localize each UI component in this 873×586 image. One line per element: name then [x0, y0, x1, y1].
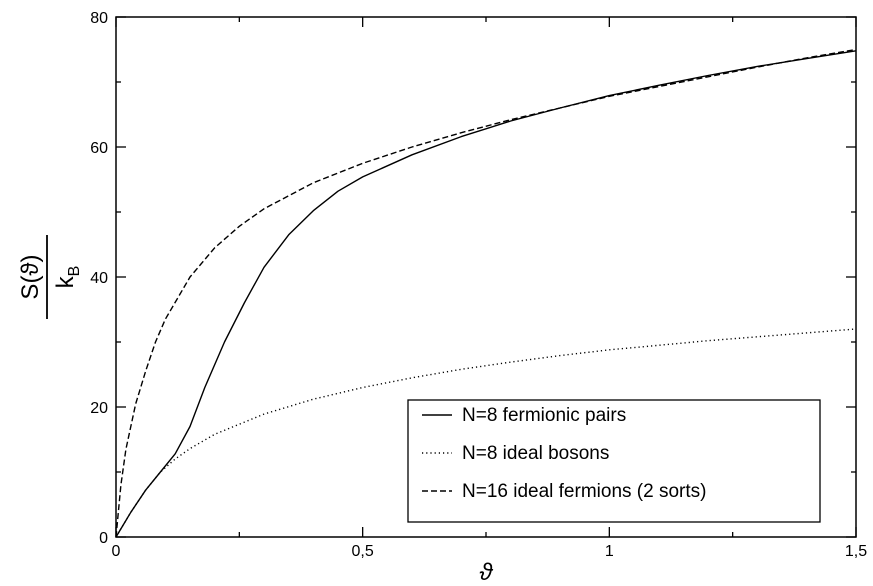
series-line-3	[115, 48, 857, 538]
y-axis-denominator: kB	[52, 266, 83, 289]
legend-label-2: N=8 ideal bosons	[462, 443, 609, 464]
x-axis-title: ϑ	[479, 559, 493, 586]
plot-frame	[115, 16, 857, 538]
series-group	[115, 48, 857, 538]
legend-label-3: N=16 ideal fermions (2 sorts)	[462, 481, 706, 502]
legend-box	[407, 399, 821, 523]
y-axis-numerator: S(ϑ)	[17, 254, 44, 299]
y-tick-label: 60	[90, 140, 108, 157]
y-axis-title: S(ϑ) kB	[17, 235, 83, 319]
y-tick-label: 40	[90, 270, 108, 287]
x-tick-label: 1	[605, 543, 614, 560]
tick-labels: 0 0,5 1 1,5 0 20 40 60 80	[90, 10, 867, 560]
series-line-1	[115, 50, 857, 538]
x-tick-label: 1,5	[845, 543, 867, 560]
legend-label-1: N=8 fermionic pairs	[462, 405, 626, 426]
x-tick-label: 0,5	[352, 543, 374, 560]
y-tick-label: 20	[90, 400, 108, 417]
y-tick-label: 0	[99, 530, 108, 547]
y-tick-label: 80	[90, 10, 108, 27]
legend: N=8 fermionic pairs N=8 ideal bosons N=16 …	[407, 399, 821, 523]
x-tick-label: 0	[112, 543, 121, 560]
